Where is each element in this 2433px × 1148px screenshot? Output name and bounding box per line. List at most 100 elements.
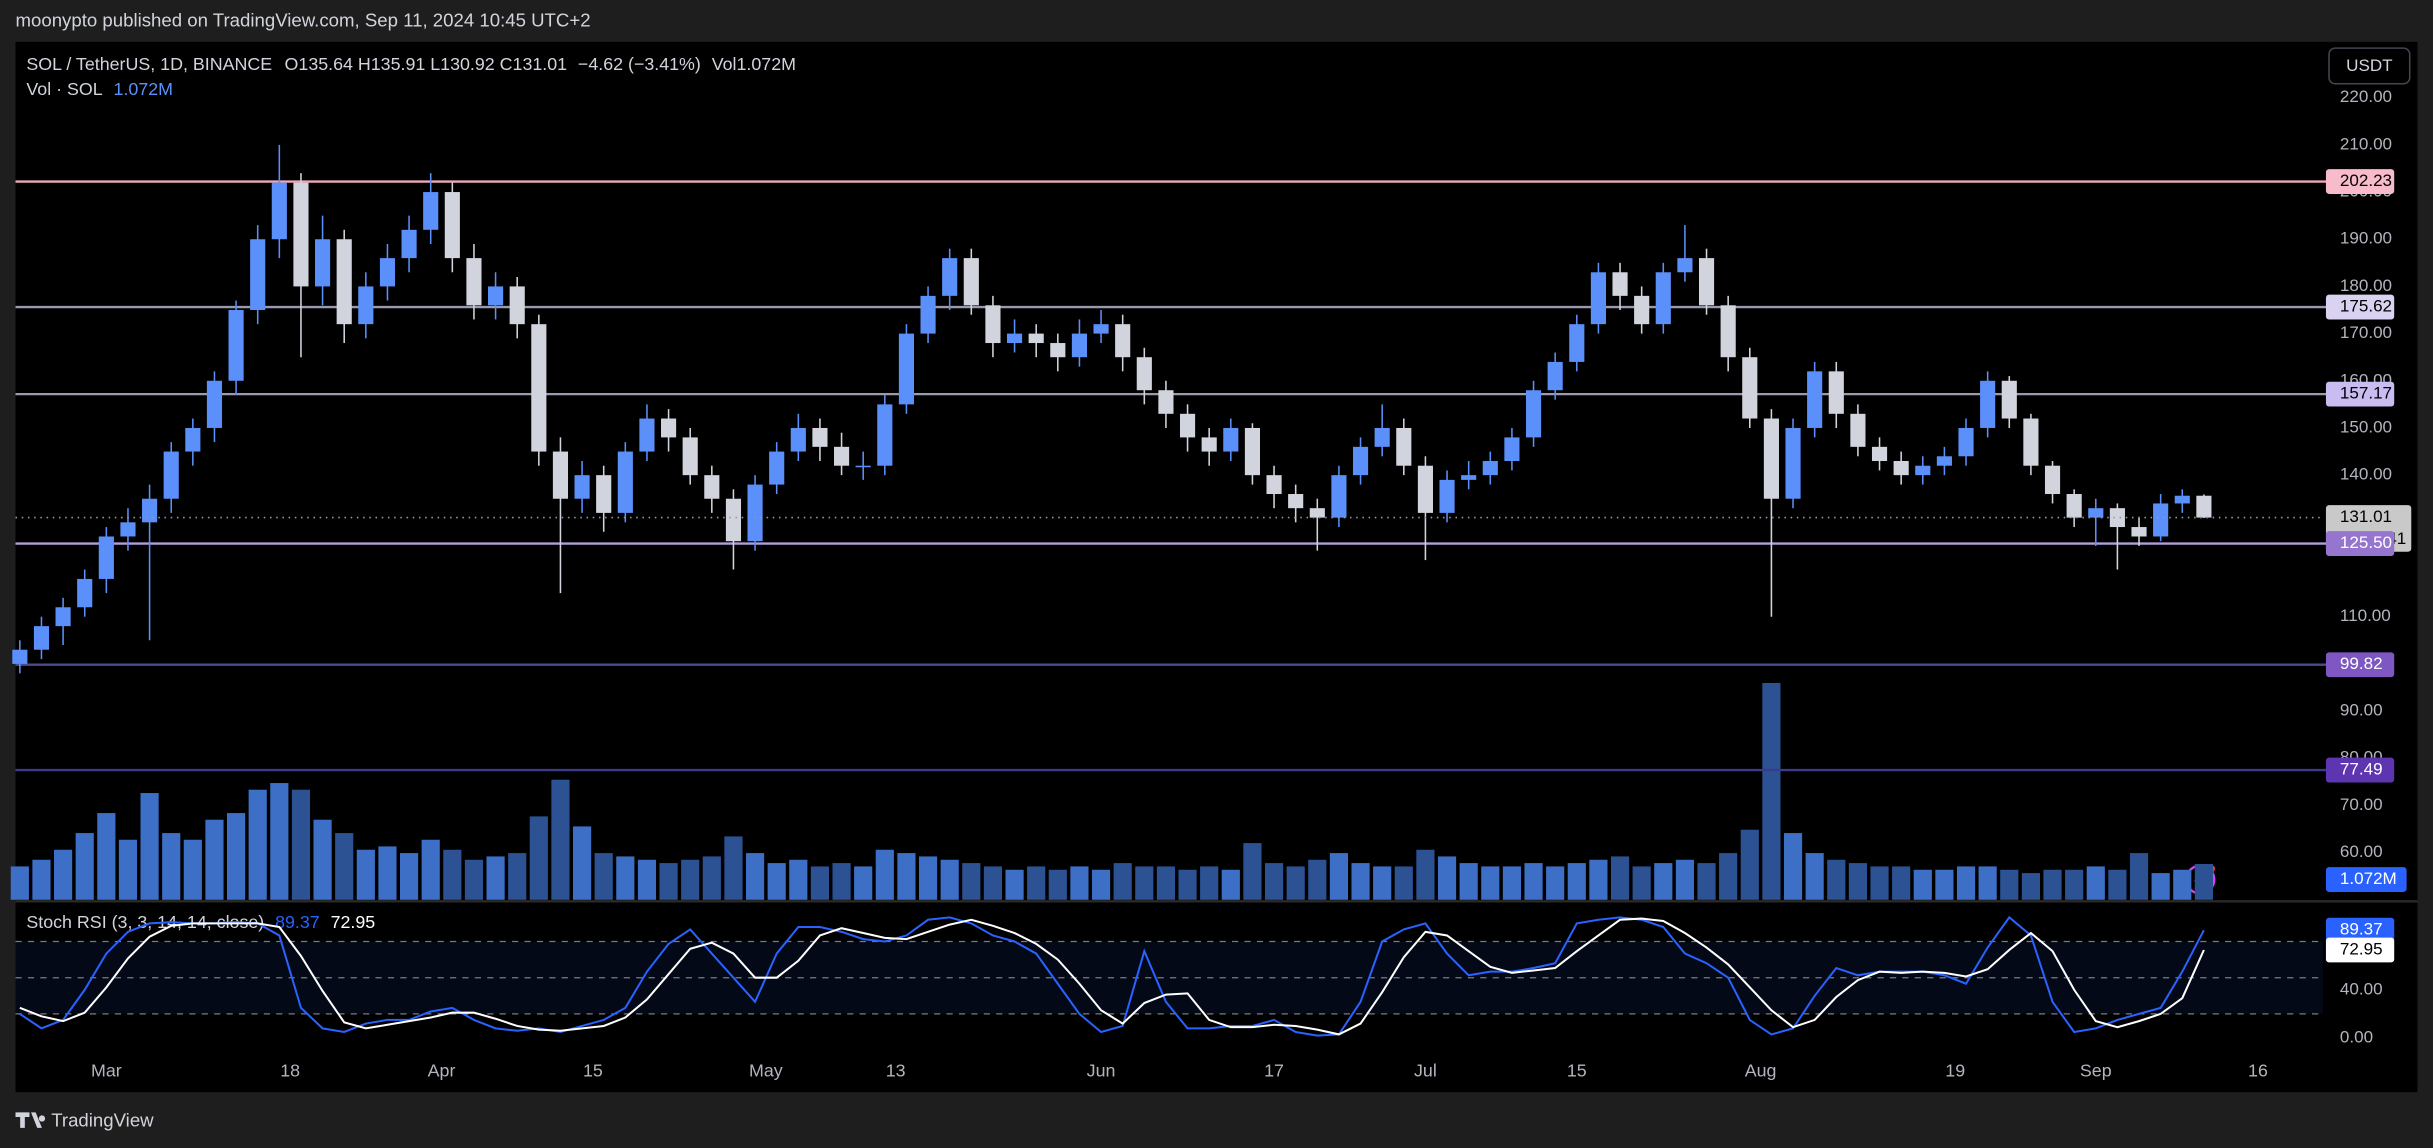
candle-body <box>2174 495 2190 504</box>
candle-body <box>639 418 655 452</box>
volume-bar <box>745 853 765 900</box>
stoch-tick-label: 40.00 <box>2340 979 2383 998</box>
legend-main: SOL / TetherUS, 1D, BINANCE O135.64 H135.… <box>26 54 796 74</box>
x-tick-label: 15 <box>583 1061 603 1081</box>
candle-body <box>942 258 958 296</box>
volume-bar <box>2065 869 2084 900</box>
candle-body <box>1309 508 1325 518</box>
volume-bar <box>1437 856 1457 900</box>
footer-text[interactable]: TradingView <box>51 1110 154 1131</box>
candle-body <box>812 427 828 447</box>
volume-bar <box>1546 866 1565 900</box>
volume-bar <box>1308 859 1327 900</box>
candle-body <box>1547 361 1563 391</box>
volume-bar <box>356 849 375 900</box>
volume-bar <box>486 856 505 900</box>
x-tick-label: Mar <box>91 1061 122 1081</box>
candle-body <box>293 182 309 287</box>
volume-bar <box>10 866 29 900</box>
candles <box>12 144 2212 674</box>
candle-body <box>1936 456 1952 466</box>
volume-bars <box>10 682 2213 900</box>
x-tick-label: 15 <box>1567 1061 1587 1081</box>
level-label-box <box>2325 169 2395 194</box>
candle-body <box>509 286 525 325</box>
candle-body <box>77 578 93 608</box>
y-tick-label: 60.00 <box>2340 842 2383 861</box>
volume-bar <box>1091 869 1111 900</box>
candle-body <box>1871 446 1888 461</box>
candle-body <box>2023 418 2039 466</box>
volume-bar <box>940 859 959 900</box>
candle-body <box>142 498 158 523</box>
x-tick-label: Sep <box>2080 1061 2112 1081</box>
volume-bar <box>399 853 419 900</box>
legend-change: −4.62 (−3.41%) <box>578 54 701 74</box>
y-tick-label: 190.00 <box>2340 229 2392 248</box>
candle-body <box>920 295 936 334</box>
candle-body <box>877 404 893 466</box>
volume-bar <box>2021 873 2040 900</box>
candle-body <box>444 192 460 259</box>
volume-bar <box>2194 864 2213 900</box>
x-tick-label: 16 <box>2248 1061 2268 1081</box>
level-label-box <box>2325 652 2395 678</box>
stoch-d-value: 72.95 <box>331 912 376 932</box>
volume-bar <box>2151 873 2170 900</box>
candle-body <box>2066 494 2082 518</box>
y-tick-label: 150.00 <box>2340 417 2392 436</box>
footer-logo[interactable] <box>15 1112 46 1128</box>
level-label-box <box>2325 757 2395 783</box>
stoch-tick-label: 0.00 <box>2340 1028 2373 1047</box>
volume-label-box <box>2325 867 2407 892</box>
volume-bar <box>1870 866 1889 900</box>
currency-label[interactable]: USDT <box>2346 56 2393 75</box>
candle-body <box>985 305 1001 344</box>
volume-bar <box>594 853 613 900</box>
candle-body <box>1244 427 1260 476</box>
volume-bar <box>962 863 981 900</box>
x-tick-label: 18 <box>280 1061 300 1081</box>
volume-bar <box>335 833 354 900</box>
candle-body <box>55 607 71 627</box>
volume-bar <box>1264 863 1284 900</box>
volume-bar <box>1156 866 1176 900</box>
candle-body <box>185 427 201 452</box>
x-tick-label: 19 <box>1945 1061 1965 1081</box>
y-tick-label: 140.00 <box>2340 465 2392 484</box>
candle-body <box>488 286 504 306</box>
candle-body <box>33 626 50 650</box>
candle-body <box>531 324 547 452</box>
volume-bar <box>1135 866 1154 900</box>
volume-bar <box>75 833 94 900</box>
candle-body <box>1698 258 1715 306</box>
volume-bar <box>2086 866 2105 900</box>
volume-bar <box>205 819 224 900</box>
candle-body <box>1980 380 1996 428</box>
level-label-box <box>2325 381 2395 407</box>
candle-body <box>228 310 244 381</box>
volume-bar <box>1892 866 1911 900</box>
volume-bar <box>637 859 657 900</box>
candle-body <box>336 239 352 325</box>
candle-body <box>725 498 742 542</box>
volume-bar <box>875 849 894 900</box>
currency-button[interactable] <box>2328 47 2411 85</box>
candle-body <box>1893 460 1909 476</box>
candle-body <box>1828 371 1844 414</box>
candle-body <box>574 475 590 499</box>
candle-body <box>617 451 633 513</box>
candle-body <box>1071 333 1088 358</box>
candle-body <box>790 427 806 452</box>
volume-bar <box>1178 869 1197 900</box>
volume-bar <box>832 863 851 900</box>
footer-brand[interactable]: TradingView <box>15 1110 155 1131</box>
volume-bar <box>1351 863 1370 900</box>
candle-body <box>379 258 396 287</box>
level-label: 125.50 <box>2340 533 2392 552</box>
volume-bar <box>162 833 181 900</box>
x-tick-label: May <box>749 1061 783 1081</box>
volume-bar <box>508 853 527 900</box>
volume-bar <box>854 866 873 900</box>
